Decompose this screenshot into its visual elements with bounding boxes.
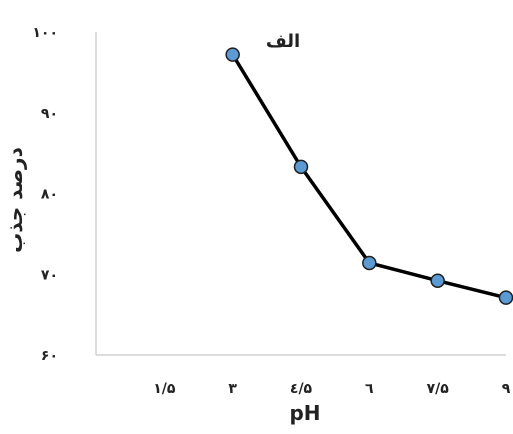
- y-tick-label: ۷۰: [41, 267, 58, 283]
- x-tick-label: ۷/۵: [427, 381, 450, 397]
- y-tick-label: ۱۰۰: [32, 25, 58, 41]
- x-tick-label: ٤/۵: [290, 381, 313, 397]
- axes-group: [95, 32, 506, 356]
- x-tick-labels: ۱/۵ ۳ ٤/۵ ٦ ۷/۵ ۹: [153, 381, 510, 397]
- chart-title: الف: [266, 31, 300, 52]
- data-point-marker: [362, 255, 377, 271]
- y-tick-label: ۶۰: [41, 348, 58, 364]
- y-tick-label: ۸۰: [41, 187, 58, 203]
- y-tick-labels: ۶۰ ۷۰ ۸۰ ۹۰ ۱۰۰: [32, 25, 58, 364]
- data-point-marker: [293, 159, 309, 175]
- data-point-marker: [430, 273, 445, 288]
- x-axis-title: pH: [289, 401, 320, 425]
- y-tick-label: ۹۰: [41, 106, 58, 122]
- x-tick-label: ۹: [502, 381, 511, 397]
- y-axis-title: درصد جذب: [3, 147, 27, 253]
- series-group: [225, 47, 513, 305]
- x-tick-label: ۱/۵: [153, 381, 176, 397]
- x-tick-label: ٦: [365, 381, 374, 397]
- x-tick-label: ۳: [228, 381, 237, 397]
- data-point-marker: [498, 290, 513, 305]
- data-point-marker: [225, 47, 240, 62]
